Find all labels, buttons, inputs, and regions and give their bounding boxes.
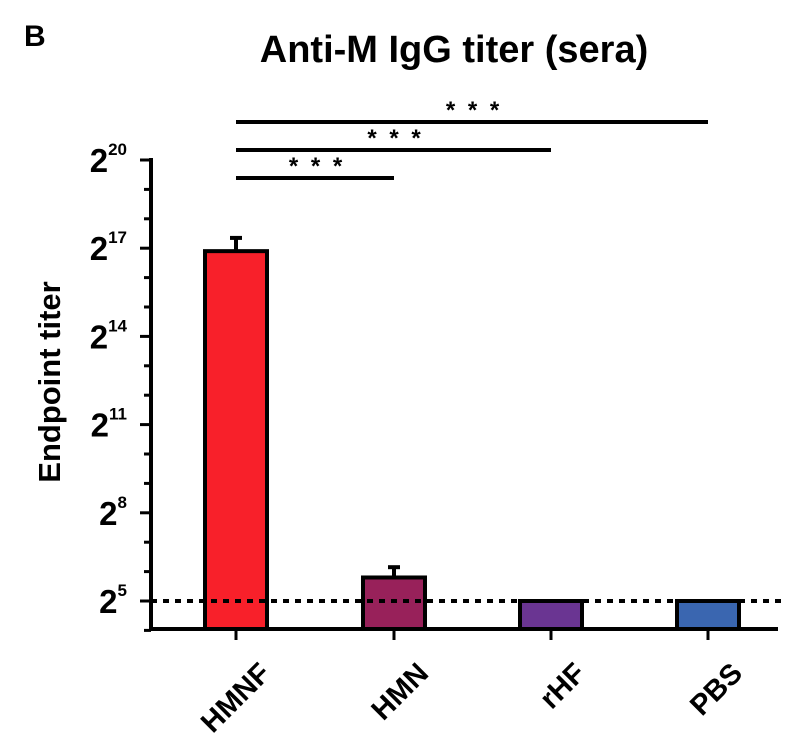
y-tick-label: 28 [99, 493, 127, 532]
bar-hmnf [203, 249, 269, 631]
y-tick-label: 211 [91, 405, 127, 444]
x-tick-label-hmnf: HMNF [195, 657, 277, 734]
significance-label: * * * [367, 125, 423, 152]
y-tick-label: 214 [90, 316, 128, 355]
y-axis-label: Endpoint titer [32, 281, 67, 482]
x-tick-label-hmn: HMN [366, 657, 435, 726]
chart-title: Anti-M IgG titer (sera) [260, 29, 648, 71]
bar-rhf [518, 599, 584, 631]
x-tick-label-pbs: PBS [684, 657, 749, 722]
bar-pbs [675, 599, 741, 631]
panel-letter: B [24, 20, 46, 53]
y-tick-label: 25 [99, 581, 127, 620]
significance-label: * * * [289, 153, 345, 180]
significance-label: * * * [446, 97, 502, 124]
bar-hmn [361, 575, 427, 631]
plot-area: 220 217 214 211 28 25 HMNF HMN rHF PBS * * * * * * *… [90, 97, 782, 734]
x-tick-label-rhf: rHF [534, 657, 592, 715]
y-tick-label: 220 [90, 140, 127, 179]
y-tick-label: 217 [90, 228, 127, 267]
